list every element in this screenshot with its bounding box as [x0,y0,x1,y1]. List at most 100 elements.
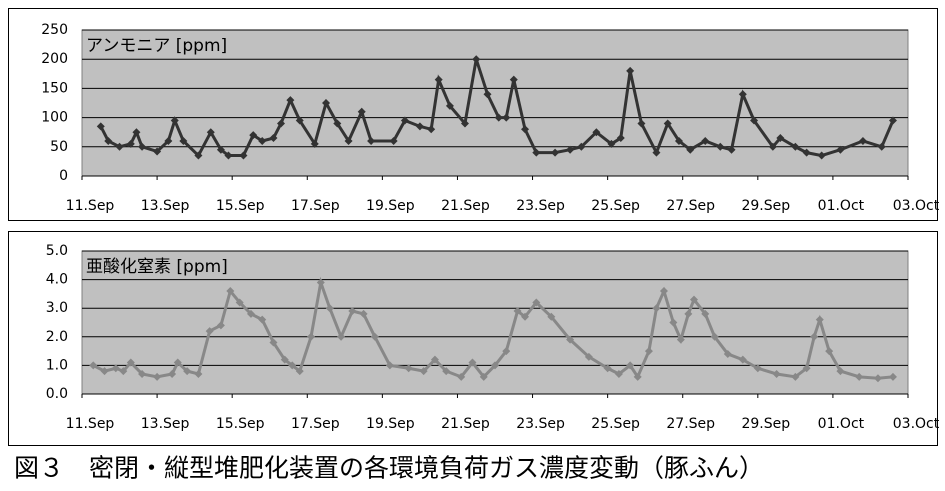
data-point [295,116,304,125]
data-point [551,148,560,157]
x-tick-label: 13.Sep [141,198,190,214]
data-point [183,367,192,376]
data-point [701,136,710,145]
data-point [206,128,215,137]
data-point [126,139,135,148]
data-point [216,145,225,154]
data-point [138,142,147,151]
y-tick-label: 250 [41,22,68,38]
data-point [276,119,285,128]
data-point [547,312,556,321]
data-point [138,369,147,378]
data-point [738,90,747,99]
data-point [509,75,518,84]
chart-title: 亜酸化窒素 [ppm] [86,257,228,277]
x-tick-label: 15.Sep [216,416,265,432]
data-point [659,287,668,296]
data-point [592,128,601,137]
data-point [348,307,357,316]
x-tick-label: 11.Sep [66,198,115,214]
data-point [434,75,443,84]
data-point [310,139,319,148]
y-tick-label: 4.0 [46,272,68,288]
data-point [468,358,477,367]
data-point [307,332,316,341]
data-point [888,116,897,125]
data-point [532,298,541,307]
data-point [344,136,353,145]
data-point [337,332,346,341]
data-point [333,119,342,128]
data-point [727,145,736,154]
data-point [89,361,98,370]
data-point [633,372,642,381]
data-point [104,136,113,145]
chart-title: アンモニア [ppm] [86,36,227,56]
data-point [701,309,710,318]
data-point [367,136,376,145]
data-point [479,372,488,381]
data-point [815,315,824,324]
x-tick-label: 23.Sep [516,198,565,214]
data-point [686,145,695,154]
x-tick-label: 25.Sep [591,416,640,432]
x-tick-label: 03.Oct [893,198,940,214]
y-tick-label: 2.0 [46,329,68,345]
data-point [716,142,725,151]
data-point [817,151,826,160]
data-point [170,116,179,125]
data-point [235,298,244,307]
data-point [652,304,661,313]
data-point [791,142,800,151]
data-point [768,142,777,151]
data-point [194,369,203,378]
data-point [836,367,845,376]
data-point [873,374,882,383]
data-point [404,364,413,373]
y-tick-label: 100 [41,110,68,126]
data-point [415,122,424,131]
data-point [111,364,120,373]
y-tick-label: 5.0 [46,243,68,259]
data-point [521,312,530,321]
data-point [249,131,258,140]
data-point [532,148,541,157]
data-point [427,125,436,134]
data-point [132,128,141,137]
y-tick-label: 1.0 [46,357,68,373]
y-tick-label: 150 [41,80,68,96]
data-point [173,358,182,367]
data-point [689,295,698,304]
x-tick-label: 03.Oct [893,416,940,432]
data-point [577,142,586,151]
plot-area [81,250,909,395]
data-point [357,107,366,116]
data-point [502,113,511,122]
x-tick-label: 21.Sep [441,416,490,432]
x-tick-label: 01.Oct [818,198,865,214]
data-point [684,309,693,318]
data-point [888,372,897,381]
x-tick-label: 29.Sep [741,198,790,214]
x-tick-label: 17.Sep [291,198,340,214]
chart-frame [8,8,938,221]
data-point [322,99,331,107]
data-point [457,372,466,381]
data-point [316,278,325,287]
data-point [100,367,109,376]
data-point [224,151,233,160]
data-point [325,304,334,313]
data-point [491,361,499,370]
data-point [810,332,819,341]
data-point [836,145,845,154]
y-tick-label: 3.0 [46,300,68,316]
data-point [246,309,255,318]
data-point [269,338,278,347]
data-point [723,349,732,358]
data-point [877,142,886,151]
caption: 図３ 密閉・縦型堆肥化装置の各環境負荷ガス濃度変動（豚ふん） [14,454,764,483]
data-point [385,361,394,370]
data-point [430,355,439,364]
data-point [676,335,685,344]
